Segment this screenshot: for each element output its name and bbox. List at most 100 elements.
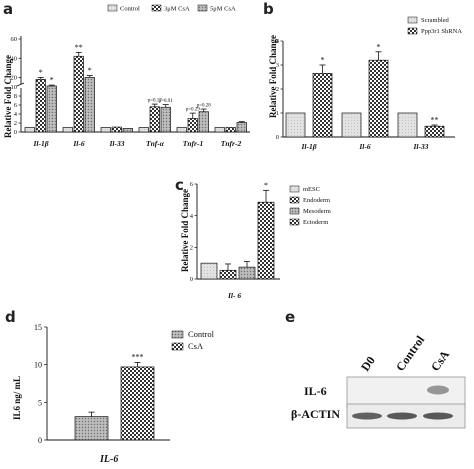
panel-a-chart: 0 2 4 6 8 10 20 40 60 Il-1β Il-6 Il-33 Tnf-α Tnfr-1 Tn… [11, 4, 250, 148]
panel-d-legend-swatch [171, 342, 184, 351]
blot-lane-d0: D0 [358, 354, 378, 374]
panel-d-legend-label: CsA [188, 341, 204, 351]
panel-a-bar-il-6-3-m-csa [73, 55, 84, 133]
blot-strip-il6 [346, 376, 466, 409]
panel-c-legend-label: Mesoderm [303, 208, 331, 215]
panel-a-bar-il-33-control [100, 127, 111, 133]
panel-b-y-tick-label: 4 [276, 38, 280, 45]
panel-a-bar-tnfr-2-control [214, 127, 225, 133]
panel-a-legend-label: 3μM CsA [164, 6, 190, 13]
blot-band-actin-d0 [352, 412, 382, 420]
blot-band-actin-csa [423, 412, 453, 420]
panel-a-legend-label: 5μM CsA [210, 6, 236, 13]
panel-a-annotation: p=0.28 [197, 104, 212, 109]
panel-c-bar-mesoderm [238, 266, 256, 280]
panel-a-bar-il-33-5-m-csa [122, 128, 133, 133]
panel-a-bar-tnf-5-m-csa [160, 106, 171, 133]
panel-label-e: e [285, 308, 295, 326]
panel-c-legend-swatch [289, 196, 300, 204]
panel-a-bar-tnfr-2-3-m-csa [225, 127, 236, 133]
panel-c-bar-mesc [200, 262, 218, 280]
panel-label-b: b [263, 0, 274, 18]
blot-row-il6: IL-6 [304, 384, 327, 398]
blot-band-actin-control [387, 412, 417, 420]
panel-d-y-tick-label: 10 [34, 361, 42, 370]
panel-c-y-tick-label: 2 [190, 245, 193, 252]
panel-a-category-label: Il-6 [72, 139, 85, 148]
panel-a-legend-swatch [107, 4, 118, 12]
panel-a-axis-break-mark [16, 82, 25, 87]
panel-a-bar-il-1-5-m-csa [46, 85, 57, 133]
panel-c-legend-label: mESC [303, 186, 320, 193]
panel-c-bar-endoderm [219, 269, 237, 280]
panel-a-legend-label: Control [120, 6, 140, 13]
panel-a-ylabel: Relative Fold Change [3, 55, 13, 138]
panel-a-annotation: * [88, 66, 92, 75]
panel-c-chart: 0 2 4 6 * mESC Endoderm Mesoderm Ectoderm [190, 181, 331, 283]
panel-c-legend-swatch [289, 218, 300, 226]
panel-a-y-tick-label: 0 [14, 129, 17, 136]
panel-d-y-tick-label: 0 [38, 436, 42, 445]
panel-c-legend-label: Endoderm [303, 197, 330, 204]
panel-c-xlabel: Il- 6 [227, 291, 241, 300]
panel-b-bar-il-1-scrambled [285, 112, 306, 138]
panel-a-annotation: * [39, 68, 43, 77]
panel-a-category-label: Tnf-α [146, 139, 165, 148]
panel-b-annotation: ** [431, 116, 439, 125]
panel-b-legend-swatch [407, 16, 418, 24]
panel-a-bar-tnfr-1-5-m-csa [198, 111, 209, 133]
panel-label-d: d [5, 308, 16, 326]
panel-b-ylabel: Relative Fold Change [268, 35, 278, 118]
panel-label-c: c [175, 176, 184, 194]
panel-a-category-label: Tnfr-1 [183, 139, 203, 148]
panel-a-annotation: p=0.17 [148, 99, 163, 104]
panel-b-bar-il-6-ppp3r1-shrna [368, 59, 389, 138]
panel-a-bar-il-1-control [24, 127, 35, 133]
panel-b-y-tick-label: 2 [276, 86, 279, 93]
panel-a-annotation: p=0.91 [159, 99, 174, 104]
panel-a-y-tick-label: 4 [14, 111, 18, 118]
panel-c-legend-swatch [289, 207, 300, 215]
panel-label-a: a [3, 0, 13, 18]
panel-a-y-tick-label: 2 [14, 120, 17, 127]
panel-a-bar-il-1-3-m-csa [35, 78, 46, 133]
panel-c-bar-ectoderm [257, 201, 275, 280]
panel-d-bar-csa [120, 366, 155, 441]
panel-b-category-label: Il-6 [358, 142, 371, 151]
panel-a-bar-tnf-3-m-csa [149, 106, 160, 133]
panel-a-bar-tnfr-1-3-m-csa [187, 118, 198, 133]
panel-a-bar-tnfr-2-5-m-csa [236, 122, 247, 133]
panel-d-legend-swatch [171, 330, 184, 339]
western-blot: D0 Control CsA IL-6 β-ACTIN [291, 333, 466, 429]
panel-a-bar-il-33-3-m-csa [111, 126, 122, 133]
panel-b-bar-il-33-ppp3r1-shrna [424, 125, 445, 138]
panel-a-bar-il-6-5-m-csa [84, 77, 95, 133]
panel-d-chart: 0 5 10 15 *** Control CsA [34, 323, 215, 445]
panel-b-category-label: Il-1β [300, 142, 316, 151]
panel-a-bar-tnfr-1-control [176, 127, 187, 133]
panel-a-annotation: p=0.29 [186, 108, 201, 113]
panel-b-y-tick-label: 0 [276, 134, 279, 141]
panel-a-y-tick-label: 6 [14, 102, 18, 109]
panel-c-ylabel: Relative Fold Change [180, 189, 190, 272]
panel-b-legend-swatch [407, 27, 418, 35]
panel-d-y-tick-label: 5 [38, 398, 42, 407]
panel-c-legend-swatch [289, 185, 300, 193]
panel-a-bar-il-6-control [62, 127, 73, 133]
panel-a-bar-tnf-control [138, 127, 149, 133]
panel-b-annotation: * [321, 56, 325, 65]
panel-a-y-tick-label: 60 [11, 36, 18, 43]
panel-a-legend-swatch [151, 4, 162, 12]
panel-d-ylabel: IL6 ng/ mL [12, 376, 22, 420]
panel-b-category-label: Il-33 [413, 142, 429, 151]
panel-b-bar-il-33-scrambled [397, 112, 418, 138]
panel-b-legend-label: Ppp3r1 ShRNA [421, 28, 462, 35]
panel-b-bar-il-1-ppp3r1-shrna [312, 73, 333, 138]
panel-c-y-tick-label: 4 [190, 213, 194, 220]
panel-a-category-label: Tnfr-2 [221, 139, 242, 148]
panel-b-annotation: * [377, 42, 381, 51]
panel-a-y-tick-label: 20 [11, 75, 18, 82]
blot-lane-csa: CsA [428, 347, 452, 373]
panel-c-annotation: * [264, 181, 268, 190]
